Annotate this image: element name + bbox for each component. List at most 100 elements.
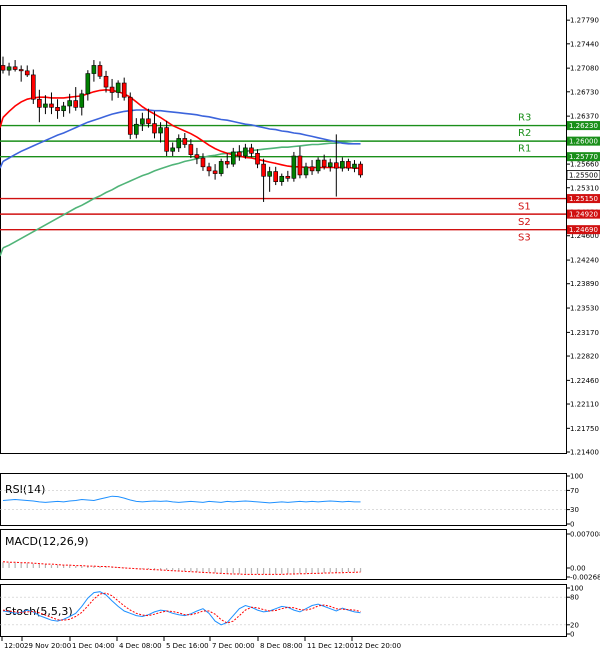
y-tick-label: 1.23170	[570, 329, 599, 337]
level-name-s3: S3	[518, 233, 531, 244]
candle-body	[152, 123, 157, 134]
rsi-line	[2, 495, 361, 504]
stoch-pane-frame	[0, 584, 567, 637]
y-tick-label: 30	[570, 506, 579, 514]
y-tick-label: 0	[570, 521, 574, 529]
level-price-label-s2: 1.24920	[569, 211, 598, 219]
y-tick-label: 1.22110	[570, 401, 599, 409]
candle	[55, 99, 60, 119]
candle-body	[37, 98, 42, 108]
current-price-marker: 1.25500	[566, 170, 600, 180]
candle	[212, 164, 218, 180]
rsi-pane-frame	[0, 473, 567, 526]
candle	[340, 157, 345, 172]
y-tick-label: 1.25310	[570, 184, 599, 192]
candle-body	[267, 171, 272, 177]
candle-body	[146, 118, 151, 124]
candle-body	[115, 82, 121, 93]
candle-body	[218, 161, 224, 174]
candle-body	[43, 103, 48, 108]
candle	[176, 134, 182, 152]
candle-body	[327, 162, 333, 168]
current-price-label: 1.25500	[569, 171, 598, 179]
candle	[146, 108, 151, 128]
macd-pane: MACD(12,26,9) 0.007008 0.00-0.002683	[2, 531, 600, 582]
y-tick-label: 1.22820	[570, 353, 599, 361]
candle-body	[230, 151, 236, 165]
candle	[237, 145, 242, 161]
candle-body	[243, 147, 248, 157]
candle	[346, 158, 351, 171]
candle-body	[309, 166, 315, 172]
candle	[352, 160, 357, 173]
level-price-box-r3	[567, 121, 600, 131]
candle-body	[6, 66, 12, 71]
time-axis: 12:00 29 Nov 20:00 1 Dec 04:00 4 Dec 08:00 5…	[1, 637, 401, 650]
stoch-main-line	[2, 591, 361, 626]
candle	[97, 61, 103, 79]
y-tick-label: 1.21750	[570, 425, 599, 433]
y-tick-label: 100	[570, 585, 583, 593]
stoch-title: Stoch(5,5,3)	[5, 605, 73, 618]
level-price-box-s3	[567, 225, 600, 235]
candle-body	[91, 65, 97, 74]
candle	[85, 70, 91, 101]
candle-body	[194, 154, 200, 159]
ma-green-line-start	[0, 247, 4, 257]
main-y-axis: 1.27790 1.27440 1.27080 1.26730 1.26370 1.260…	[566, 17, 599, 457]
current-price-box	[566, 170, 600, 180]
candle	[309, 160, 315, 175]
y-tick-label: 100	[570, 473, 583, 481]
candle-body	[249, 147, 254, 154]
x-tick-label: 7 Dec 00:00	[212, 642, 255, 650]
level-price-box-r2	[567, 136, 600, 146]
level-name-r1: R1	[518, 144, 531, 155]
candle-body	[67, 100, 72, 107]
candle	[230, 147, 236, 167]
y-tick-label: 0.00	[570, 565, 586, 573]
candlesticks	[0, 56, 363, 202]
y-tick-label: 80	[570, 594, 579, 602]
candle-body	[49, 103, 54, 108]
candle-body	[109, 86, 115, 93]
candle	[24, 65, 30, 77]
candle-body	[255, 152, 260, 165]
candle-body	[73, 100, 79, 108]
stoch-signal-line	[2, 592, 361, 624]
candle	[261, 158, 266, 202]
level-name-s1: S1	[518, 202, 531, 213]
candle	[273, 166, 279, 186]
candle-body	[134, 123, 139, 135]
candle-body	[346, 161, 351, 169]
candle-body	[0, 65, 6, 71]
candle-body	[273, 171, 279, 182]
macd-title: MACD(12,26,9)	[5, 535, 89, 548]
candle-body	[358, 163, 363, 176]
candle-body	[12, 66, 18, 70]
candle	[194, 147, 200, 165]
candle	[49, 92, 54, 115]
candle	[267, 166, 272, 192]
candle	[303, 162, 309, 179]
candle	[121, 77, 127, 101]
candle	[6, 62, 12, 76]
candle	[37, 89, 42, 123]
level-price-label-s1: 1.25150	[569, 195, 598, 203]
candle	[291, 151, 297, 182]
ma-blue-line	[2, 109, 361, 163]
candle	[0, 56, 6, 74]
candle-body	[333, 162, 339, 169]
level-price-label-r3: 1.26230	[569, 122, 598, 130]
candle-body	[303, 166, 309, 176]
candle	[170, 142, 175, 156]
candle-body	[176, 138, 182, 149]
candle	[152, 111, 157, 139]
candle	[73, 87, 79, 111]
candle	[127, 92, 133, 140]
candle-body	[237, 151, 242, 157]
candle	[12, 60, 18, 72]
candle	[182, 133, 188, 148]
x-tick-label: 8 Dec 08:00	[260, 642, 303, 650]
y-tick-label: 1.23890	[570, 280, 599, 288]
candle	[243, 143, 248, 159]
